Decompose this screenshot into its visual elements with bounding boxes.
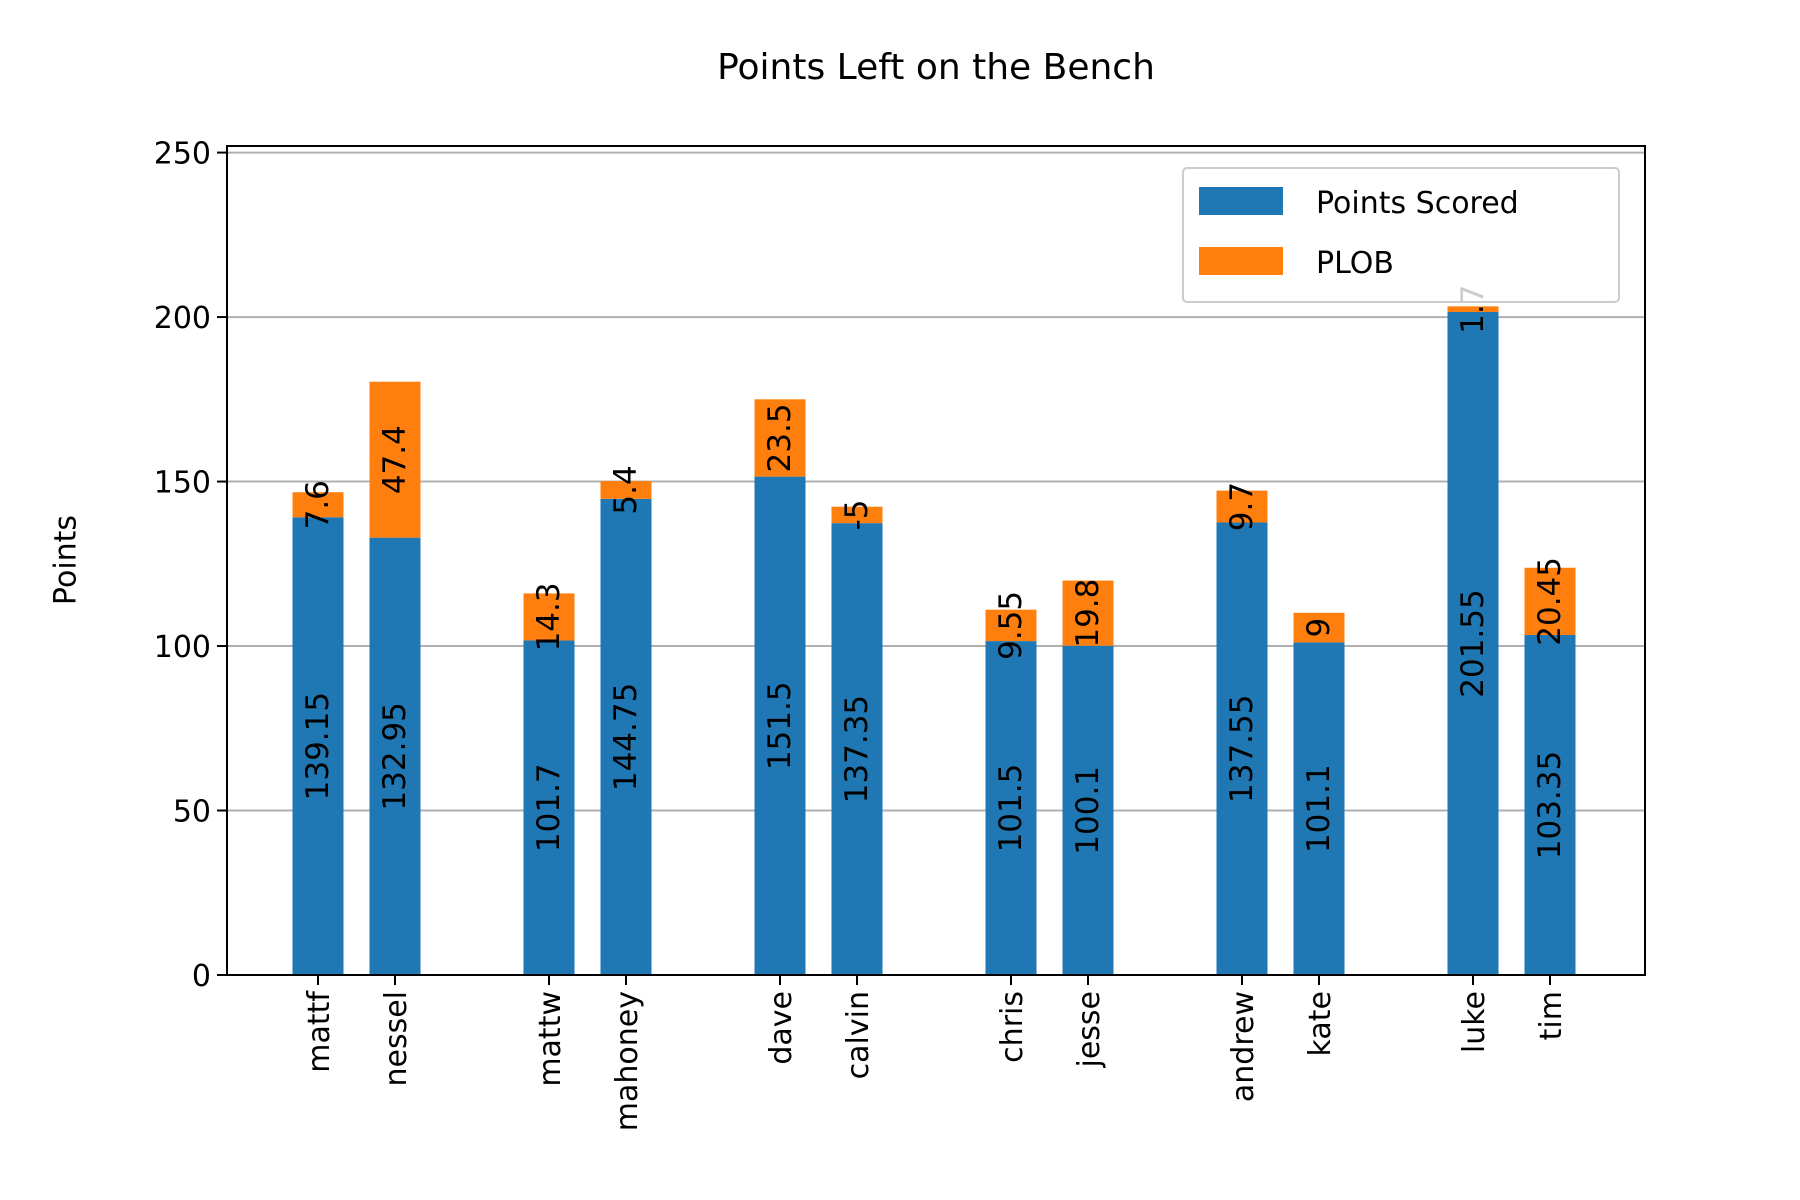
x-tick-label: mattw — [533, 991, 568, 1087]
x-tick-label: dave — [764, 991, 799, 1065]
bar-points-scored — [600, 498, 652, 975]
legend-swatch-plob — [1199, 247, 1283, 275]
bar-label-points-scored: 139.15 — [300, 692, 336, 800]
bar-plob — [1216, 490, 1268, 523]
bar-value-labels: 139.15 7.6 132.95 47.4 101.7 14.3 144.75 5.4 151… — [300, 285, 1568, 860]
bar-label-plob: 7.6 — [300, 480, 336, 529]
x-tick-label: tim — [1534, 991, 1569, 1040]
x-tick-label: andrew — [1226, 991, 1261, 1102]
bar-label-points-scored: 132.95 — [377, 702, 413, 810]
bar-points-scored — [1062, 645, 1114, 975]
x-tick-label: nessel — [379, 991, 414, 1087]
bar-points-scored — [1216, 522, 1268, 975]
y-axis-ticks: 0 50 100 150 200 250 — [154, 137, 227, 994]
bar-label-points-scored: 101.7 — [531, 763, 567, 852]
bar-plob — [600, 481, 652, 499]
bar-label-plob: 14.3 — [531, 582, 567, 651]
x-tick-label: luke — [1457, 991, 1492, 1053]
bar-points-scored — [369, 537, 421, 975]
bar-plob — [523, 593, 575, 641]
bar-label-points-scored: 201.55 — [1455, 589, 1491, 697]
bar-points-scored — [292, 517, 344, 975]
x-tick-label: jesse — [1072, 991, 1107, 1069]
legend[interactable]: Points Scored PLOB — [1182, 167, 1620, 303]
x-tick-label: mattf — [302, 990, 337, 1073]
bar-label-points-scored: 151.5 — [762, 681, 798, 770]
bar-plob — [1524, 567, 1576, 636]
bar-plob — [1293, 612, 1345, 643]
plot-area-frame — [226, 145, 1646, 976]
bar-label-points-scored: 137.55 — [1224, 695, 1260, 803]
bar-points-scored — [1524, 635, 1576, 975]
bar-points-scored — [985, 641, 1037, 975]
bar-points-scored — [831, 523, 883, 975]
bar-label-points-scored: 100.1 — [1070, 766, 1106, 855]
x-tick-label: kate — [1303, 991, 1338, 1056]
bar-points-scored — [754, 476, 806, 975]
chart-title: Points Left on the Bench — [717, 47, 1155, 88]
x-axis-ticks: mattf nessel mattw mahoney dave calvin chris je… — [302, 975, 1569, 1131]
bar-label-plob: 47.4 — [377, 425, 413, 494]
bar-plob — [292, 492, 344, 518]
bar-label-points-scored: 101.1 — [1301, 764, 1337, 853]
bar-plob — [754, 399, 806, 477]
bar-label-plob: 23.5 — [762, 403, 798, 472]
bar-plob — [1447, 306, 1499, 312]
x-tick-label: calvin — [841, 991, 876, 1079]
bars — [292, 306, 1576, 975]
bar-points-scored — [523, 640, 575, 975]
y-tick-label: 50 — [173, 795, 211, 830]
bar-label-points-scored: 137.35 — [839, 695, 875, 803]
bar-label-plob: 20.45 — [1532, 557, 1568, 646]
bar-label-plob: -5 — [839, 499, 875, 530]
legend-box — [1182, 167, 1620, 303]
legend-swatch-points-scored — [1199, 187, 1283, 215]
bar-points-scored — [1447, 311, 1499, 975]
bar-label-plob: 19.8 — [1070, 579, 1106, 648]
y-axis-label: Points — [49, 515, 84, 605]
x-tick-label: chris — [995, 991, 1030, 1063]
y-tick-label: 150 — [154, 466, 211, 501]
bar-plob — [831, 506, 883, 524]
bar-plob — [1062, 580, 1114, 646]
bar-label-points-scored: 103.35 — [1532, 751, 1568, 859]
bar-label-points-scored: 144.75 — [608, 683, 644, 791]
bar-label-plob: 9.7 — [1224, 482, 1260, 531]
bar-label-plob: 9 — [1301, 618, 1337, 638]
y-tick-label: 0 — [192, 959, 211, 994]
bar-label-points-scored: 101.5 — [993, 764, 1029, 853]
bar-label-plob: 5.4 — [608, 465, 644, 514]
bar-points-scored — [1293, 642, 1345, 975]
bar-label-plob: 9.55 — [993, 591, 1029, 660]
legend-label-points-scored: Points Scored — [1316, 186, 1519, 221]
legend-label-plob: PLOB — [1316, 246, 1394, 281]
bar-plob — [369, 381, 421, 538]
y-tick-label: 250 — [154, 137, 211, 172]
x-tick-label: mahoney — [610, 991, 645, 1131]
bar-plob — [985, 609, 1037, 642]
y-tick-label: 200 — [154, 301, 211, 336]
y-tick-label: 100 — [154, 630, 211, 665]
